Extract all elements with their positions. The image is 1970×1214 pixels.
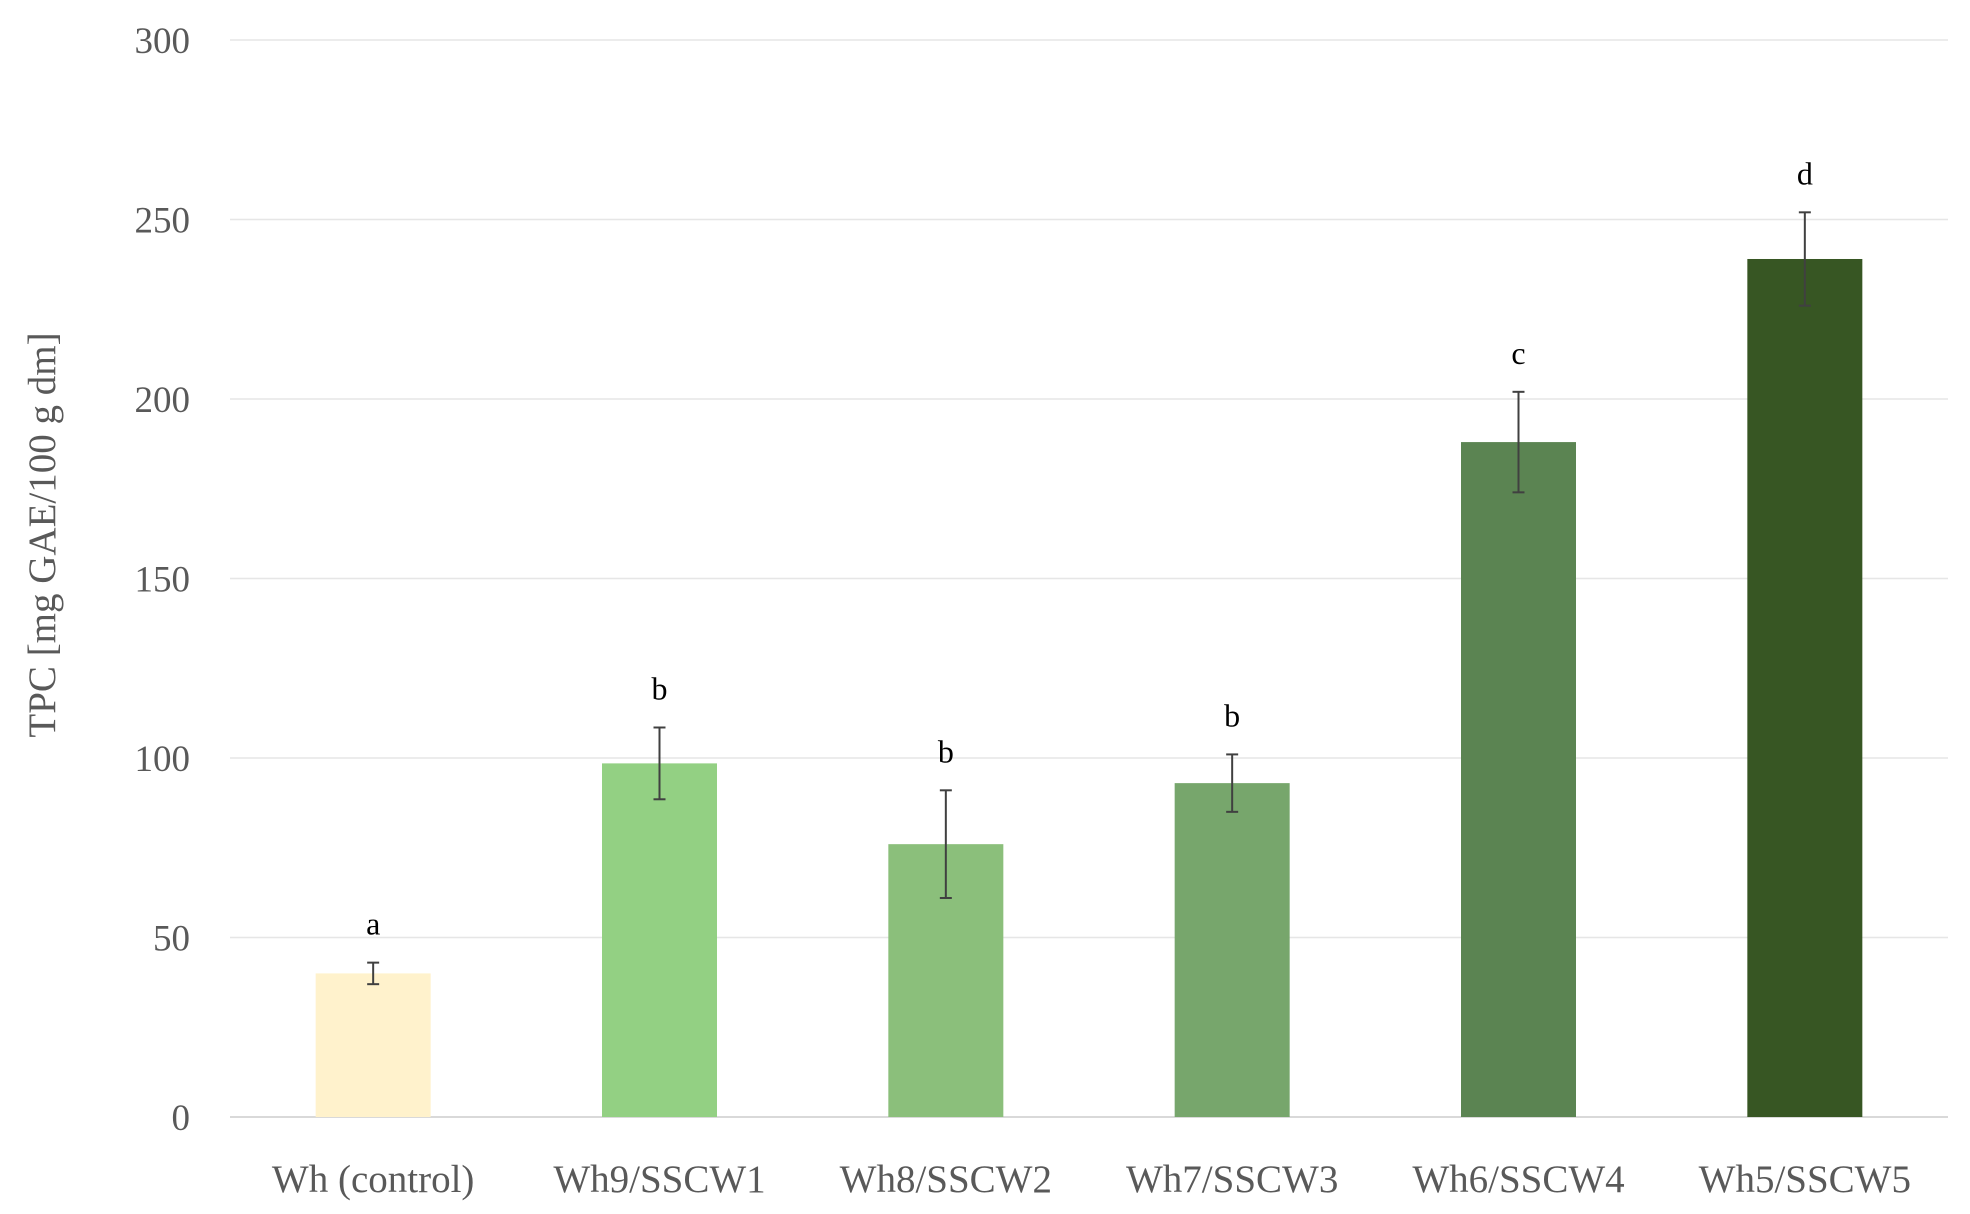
y-tick-label: 200 [135, 380, 191, 421]
x-axis-categories: Wh (control) Wh9/SSCW1 Wh8/SSCW2 Wh7/SSCW3 W… [272, 1158, 1911, 1201]
x-category-label: Wh7/SSCW3 [1126, 1158, 1338, 1201]
error-bar [367, 961, 380, 986]
bar [1174, 783, 1290, 1117]
significance-letter: d [1797, 155, 1813, 191]
bar [602, 763, 717, 1117]
error-bar [653, 726, 666, 801]
x-category-label: Wh9/SSCW1 [553, 1158, 765, 1201]
significance-labels: a b b b c d [366, 155, 1813, 941]
error-bar [939, 789, 952, 900]
significance-letter: b [652, 670, 668, 706]
x-category-label: Wh6/SSCW4 [1412, 1158, 1624, 1201]
x-category-label: Wh8/SSCW2 [840, 1158, 1052, 1201]
y-tick-label: 50 [153, 919, 190, 960]
error-bar [1798, 211, 1811, 307]
significance-letter: c [1511, 335, 1525, 371]
significance-letter: b [938, 733, 954, 769]
significance-letter: b [1224, 697, 1240, 733]
bar [1747, 258, 1863, 1117]
bar [1461, 442, 1576, 1118]
y-tick-label: 300 [135, 21, 191, 62]
bar [315, 973, 431, 1117]
x-category-label: Wh (control) [272, 1158, 475, 1201]
error-bars [367, 211, 1811, 986]
y-tick-label: 150 [135, 560, 191, 601]
significance-letter: a [366, 906, 380, 942]
y-tick-label: 250 [135, 201, 191, 242]
error-bar [1512, 390, 1525, 494]
error-bar [1226, 753, 1239, 813]
y-tick-label: 0 [172, 1098, 191, 1139]
x-category-label: Wh5/SSCW5 [1699, 1158, 1911, 1201]
gridlines [230, 39, 1948, 1118]
y-axis-title: TPC [mg GAE/100 g dm] [21, 332, 64, 737]
y-tick-label: 100 [135, 739, 191, 780]
bars [315, 258, 1863, 1118]
y-axis-ticks: 0 50 100 150 200 250 300 [135, 21, 191, 1139]
